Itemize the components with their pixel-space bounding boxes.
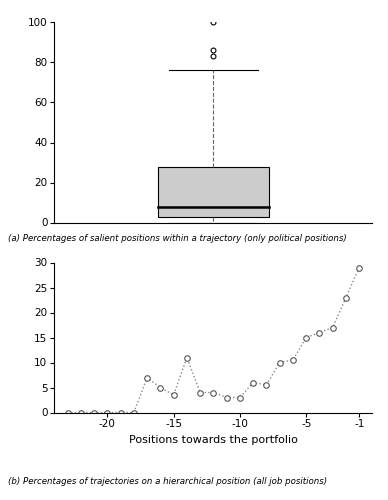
X-axis label: Positions towards the portfolio: Positions towards the portfolio <box>129 435 298 445</box>
Bar <box>158 166 269 216</box>
Text: (a) Percentages of salient positions within a trajectory (only political positio: (a) Percentages of salient positions wit… <box>8 234 346 243</box>
Text: (b) Percentages of trajectories on a hierarchical position (all job positions): (b) Percentages of trajectories on a hie… <box>8 478 327 486</box>
